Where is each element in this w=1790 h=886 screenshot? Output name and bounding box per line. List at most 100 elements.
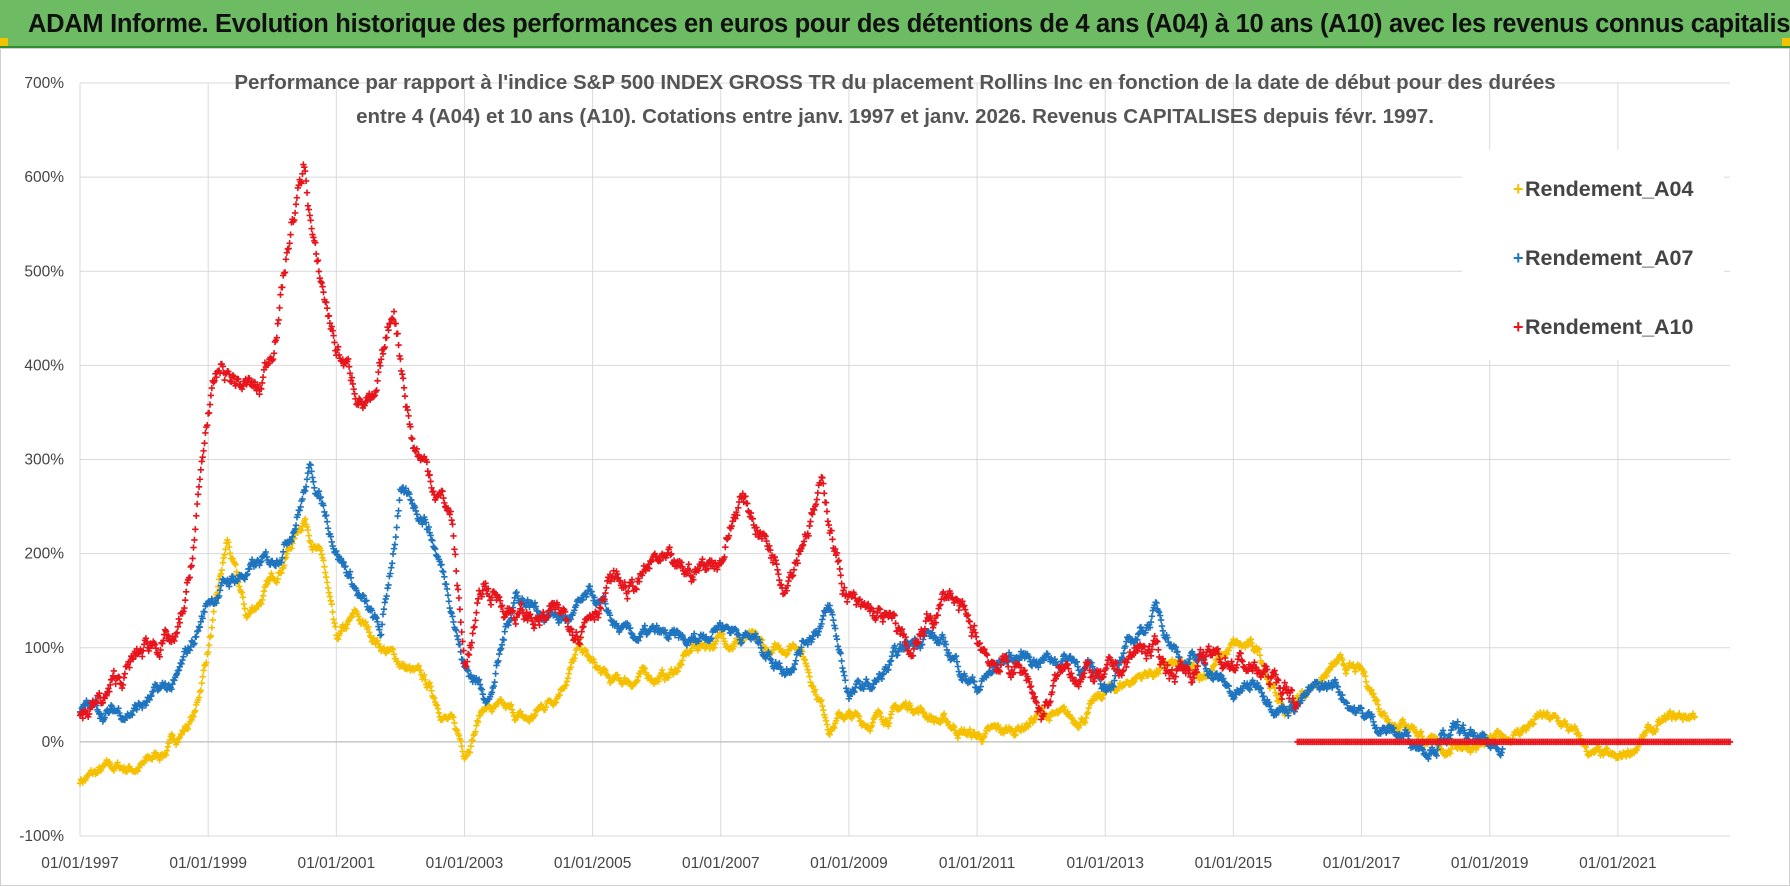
data-point (1258, 689, 1265, 696)
series-Rendement_A10-zero (1294, 738, 1734, 746)
data-point (120, 674, 128, 681)
data-point (532, 603, 540, 610)
data-point (107, 760, 114, 767)
data-point (1177, 658, 1184, 665)
data-point (321, 563, 328, 570)
data-point (139, 704, 146, 712)
data-point (307, 461, 314, 469)
data-point (501, 628, 508, 635)
data-point (1113, 659, 1120, 667)
data-point (280, 548, 287, 555)
data-point (1289, 695, 1297, 702)
data-point (391, 541, 399, 548)
data-point (180, 653, 187, 660)
data-point (178, 660, 185, 668)
data-point (1122, 643, 1129, 650)
data-point (953, 658, 961, 665)
data-point (1040, 710, 1048, 717)
data-point (479, 690, 486, 698)
data-point (407, 423, 414, 430)
data-point (1153, 599, 1160, 607)
data-point (299, 495, 306, 503)
data-point (940, 710, 948, 717)
data-point (1576, 732, 1583, 739)
data-point (616, 577, 624, 584)
data-point (807, 679, 814, 686)
data-point (317, 493, 324, 501)
data-point (776, 660, 783, 667)
data-point (171, 637, 178, 645)
data-point (408, 434, 415, 442)
data-point (184, 725, 192, 733)
data-point (1147, 618, 1155, 626)
data-point (474, 718, 482, 726)
data-point (442, 581, 450, 588)
data-point (886, 719, 893, 727)
data-point (836, 565, 843, 573)
data-point (1110, 683, 1117, 690)
data-point (435, 709, 443, 716)
data-point (1151, 632, 1158, 640)
data-point (997, 661, 1005, 669)
data-point (1172, 643, 1179, 651)
data-point (1374, 701, 1382, 708)
data-point (451, 719, 458, 727)
data-point (161, 631, 168, 638)
data-point (1670, 710, 1677, 717)
data-point (708, 635, 715, 642)
data-point (315, 488, 323, 495)
data-point (756, 636, 763, 643)
data-point (563, 678, 571, 685)
data-point (1190, 661, 1198, 668)
data-point (804, 641, 811, 648)
data-point (1211, 661, 1219, 668)
data-point (456, 606, 464, 613)
data-point (679, 631, 686, 639)
data-point (1243, 680, 1251, 687)
data-point (585, 653, 593, 660)
data-point (969, 673, 976, 681)
data-point (813, 496, 821, 503)
data-point (152, 644, 160, 652)
data-point (1219, 665, 1226, 672)
data-point (398, 367, 405, 375)
data-point (1156, 666, 1163, 674)
data-point (886, 661, 893, 669)
chart-title-line-2: entre 4 (A04) et 10 ans (A10). Cotations… (356, 105, 1434, 128)
data-point (1611, 750, 1618, 758)
data-point (825, 521, 832, 529)
data-point (334, 346, 341, 353)
data-point (829, 611, 836, 618)
data-point (413, 511, 421, 518)
data-point (792, 657, 800, 664)
data-point (565, 670, 573, 677)
data-point (622, 583, 629, 591)
data-point (903, 642, 910, 649)
data-point (496, 597, 504, 604)
data-point (173, 670, 181, 677)
data-point (691, 630, 698, 637)
data-point (458, 628, 465, 636)
data-point (186, 647, 194, 654)
data-point (110, 767, 118, 774)
data-point (390, 308, 398, 315)
data-point (811, 686, 819, 694)
data-point (196, 624, 204, 631)
data-point (206, 401, 214, 408)
x-tick-label: 01/01/1997 (41, 855, 119, 872)
data-point (507, 701, 515, 708)
data-point (156, 756, 163, 764)
data-point (373, 614, 380, 622)
data-point (555, 619, 562, 626)
data-point (1459, 722, 1467, 729)
data-point (588, 588, 595, 595)
y-tick-label: 600% (24, 169, 64, 186)
x-tick-label: 01/01/2011 (939, 855, 1015, 872)
y-tick-label: 0% (42, 734, 65, 751)
data-point (1439, 727, 1447, 734)
data-point (1225, 647, 1233, 654)
data-point (197, 687, 205, 694)
data-point (1025, 723, 1032, 730)
data-point (388, 560, 396, 567)
data-point (1031, 693, 1038, 701)
